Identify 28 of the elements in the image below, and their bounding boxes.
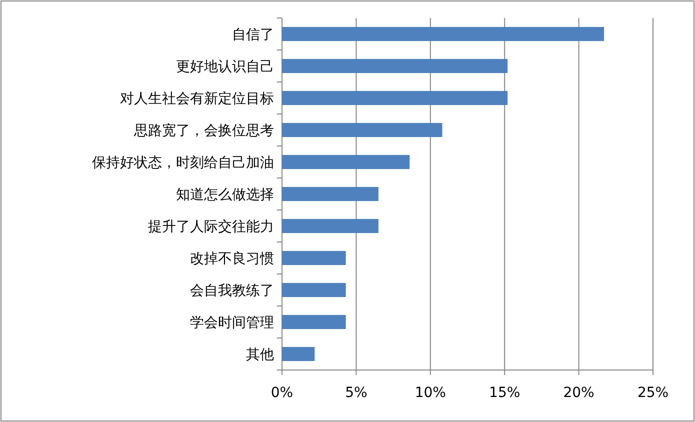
bar: [282, 218, 378, 234]
y-tick-label: 知道怎么做选择: [176, 187, 274, 203]
x-tick-label: 20%: [563, 385, 594, 401]
x-tick-label: 15%: [489, 385, 520, 401]
y-tick-label: 自信了: [232, 27, 274, 43]
bar: [282, 154, 410, 170]
x-tick-label: 0%: [270, 385, 294, 401]
bar: [282, 122, 442, 138]
bar: [282, 186, 378, 202]
bar: [282, 26, 604, 42]
y-tick-label: 学会时间管理: [190, 315, 274, 331]
bar: [282, 250, 346, 266]
bar: [282, 90, 508, 106]
x-tick-label: 5%: [345, 385, 368, 401]
y-tick-label: 思路宽了，会换位思考: [133, 123, 274, 139]
bar: [282, 314, 346, 330]
x-tick-label: 10%: [414, 385, 446, 401]
y-tick-label: 会自我教练了: [190, 283, 274, 299]
bar: [282, 58, 508, 74]
y-tick-label: 对人生社会有新定位目标: [120, 91, 274, 107]
y-tick-label: 保持好状态，时刻给自己加油: [92, 155, 274, 171]
x-tick-label: 25%: [637, 385, 669, 401]
bar: [282, 282, 346, 298]
bar: [282, 346, 315, 362]
y-tick-label: 其他: [246, 347, 274, 363]
y-tick-label: 提升了人际交往能力: [148, 219, 274, 235]
y-tick-label: 更好地认识自己: [176, 59, 274, 75]
y-tick-label: 改掉不良习惯: [190, 251, 274, 267]
